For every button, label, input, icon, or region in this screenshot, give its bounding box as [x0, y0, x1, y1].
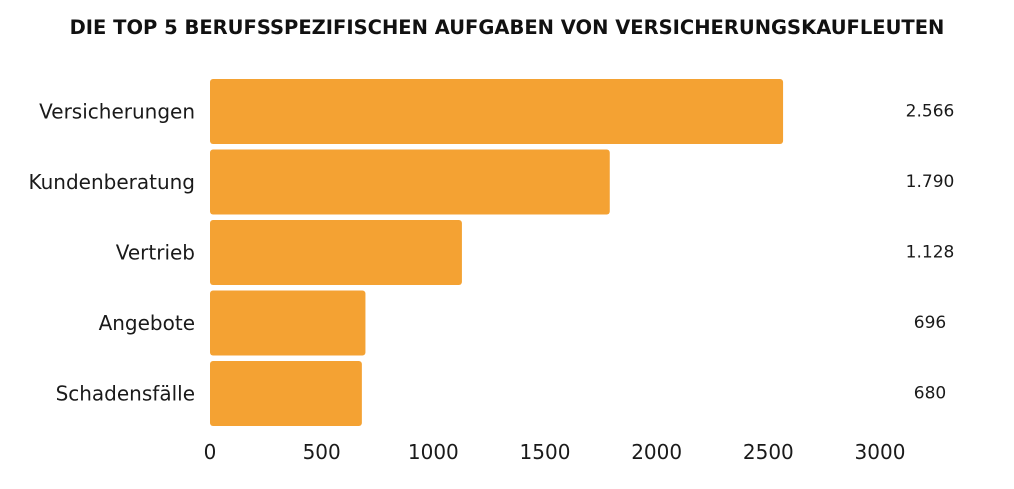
value-label: 696 — [914, 313, 946, 333]
x-tick-label: 1500 — [520, 440, 571, 464]
chart-title: DIE TOP 5 BERUFSSPEZIFISCHEN AUFGABEN VO… — [69, 16, 945, 39]
x-tick-label: 3000 — [855, 440, 906, 464]
category-label: Kundenberatung — [28, 170, 195, 194]
category-label: Vertrieb — [116, 241, 195, 265]
x-tick-label: 1000 — [408, 440, 459, 464]
value-labels-group: 2.566 1.790 1.128 696 680 — [906, 102, 955, 404]
bar-3 — [210, 290, 366, 356]
category-labels-group: Versicherungen Kundenberatung Vertrieb Ange… — [28, 100, 195, 406]
value-label: 2.566 — [906, 102, 955, 122]
bar-4 — [210, 361, 362, 426]
value-label: 1.128 — [906, 243, 955, 263]
bar-1 — [210, 149, 610, 215]
bar-0 — [210, 79, 784, 144]
bar-2 — [210, 220, 462, 285]
x-tick-label: 500 — [303, 440, 341, 464]
value-label: 680 — [914, 384, 946, 404]
x-tick-label: 2500 — [743, 440, 794, 464]
x-axis-ticks-group: 0 500 1000 1500 2000 2500 3000 — [204, 440, 906, 464]
category-label: Versicherungen — [39, 100, 195, 124]
value-label: 1.790 — [906, 172, 955, 192]
bars-group — [210, 79, 784, 426]
category-label: Angebote — [99, 311, 195, 335]
category-label: Schadensfälle — [56, 382, 195, 406]
x-tick-label: 2000 — [631, 440, 682, 464]
x-tick-label: 0 — [204, 440, 217, 464]
